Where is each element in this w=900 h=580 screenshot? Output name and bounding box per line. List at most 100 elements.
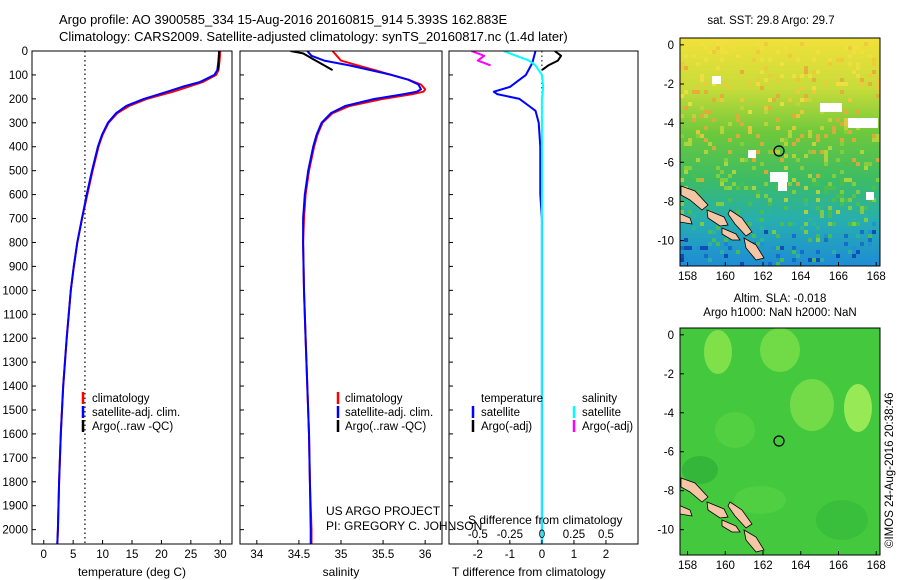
difference-panel: S difference from climatology -0.5 -0.25 0… — [448, 50, 639, 579]
series-line-satellite-adj-clim — [56, 51, 221, 544]
temperature-tick-label: 5 — [70, 549, 76, 561]
s-difference-tick-label: -0.25 — [497, 529, 523, 541]
salinity-axis-label: salinity — [323, 565, 360, 579]
temperature-panel: 0100200300400500600700800900100011001200… — [2, 46, 453, 579]
latitude-tick-label: 0 — [668, 330, 674, 342]
longitude-tick-label: 166 — [829, 560, 848, 572]
latitude-tick-label: -8 — [664, 486, 674, 498]
legend-heading-temperature: temperature — [481, 393, 543, 405]
s-difference-tick-label: -0.5 — [468, 529, 488, 541]
depth-tick-label: 1900 — [2, 501, 28, 513]
longitude-tick-label: 160 — [716, 271, 735, 283]
sla-map-ticks: 158 160 162 164 166 168 0 -2 -4 -6 -8 -10 — [657, 330, 885, 572]
latitude-tick-label: -6 — [664, 157, 674, 169]
project-name: US ARGO PROJECT — [326, 504, 441, 518]
difference-legend-temperature: temperature satellite Argo(-adj) — [471, 393, 543, 433]
temperature-tick-label: 30 — [214, 549, 227, 561]
longitude-tick-label: 168 — [867, 560, 886, 572]
solomon-islands-land — [680, 185, 765, 261]
salinity-axes-frame — [239, 50, 443, 545]
figure-title-line2: Climatology: CARS2009. Satellite-adjuste… — [59, 29, 568, 44]
figure-title-line1: Argo profile: AO 3900585_334 15-Aug-2016… — [59, 12, 507, 27]
legend-label-t-argo: Argo(-adj) — [481, 421, 532, 433]
series-line-temperature-argo-adj — [541, 51, 563, 71]
depth-tick-label: 1500 — [2, 405, 28, 417]
legend-label-climatology: climatology — [92, 393, 150, 405]
series-line-satellite-adj-clim — [302, 51, 422, 544]
temperature-tick-label: 20 — [155, 549, 168, 561]
depth-tick-label: 1100 — [3, 309, 28, 321]
temperature-x-ticks: 0 5 10 15 20 25 30 — [41, 540, 227, 561]
depth-tick-label: 500 — [9, 166, 28, 178]
s-difference-axis-label: S difference from climatology — [468, 513, 623, 527]
t-difference-tick-label: -1 — [505, 549, 515, 561]
latitude-tick-label: -10 — [657, 525, 674, 537]
depth-tick-label: 700 — [9, 214, 28, 226]
s-difference-tick-label: 0.5 — [598, 529, 614, 541]
temperature-axes-frame — [31, 50, 233, 545]
legend-label-argo: Argo(..raw -QC) — [345, 421, 426, 433]
argo-float-marker — [773, 435, 785, 447]
temperature-tick-label: 25 — [184, 549, 197, 561]
temperature-tick-label: 10 — [96, 549, 109, 561]
temperature-tick-label: 15 — [126, 549, 139, 561]
depth-tick-label: 1800 — [2, 477, 28, 489]
legend-label-s-satellite: satellite — [582, 407, 621, 419]
depth-tick-label: 600 — [9, 190, 28, 202]
longitude-tick-label: 164 — [791, 271, 811, 283]
series-line-argo-raw-qc — [290, 51, 334, 71]
s-difference-ticks: -0.5 -0.25 0 0.25 0.5 — [468, 529, 614, 541]
latitude-tick-label: -6 — [664, 447, 674, 459]
depth-tick-label: 1200 — [2, 333, 28, 345]
series-line-salinity-argo-adj — [471, 51, 491, 67]
latitude-tick-label: -2 — [664, 79, 674, 91]
series-line-climatology — [56, 51, 222, 544]
sst-map: sat. SST: 29.8 Argo: 29.7 — [657, 15, 885, 283]
depth-tick-label: 1700 — [2, 453, 28, 465]
difference-curves — [471, 51, 563, 544]
longitude-tick-label: 158 — [678, 271, 697, 283]
latitude-tick-label: -10 — [657, 236, 674, 248]
depth-tick-label: 2000 — [2, 525, 28, 537]
depth-tick-label: 800 — [9, 237, 28, 249]
depth-tick-label: 300 — [9, 118, 28, 130]
sla-map-frame — [679, 327, 881, 556]
sla-map-title-line2: Argo h1000: NaN h2000: NaN — [703, 307, 856, 319]
t-difference-tick-label: 2 — [603, 549, 609, 561]
solomon-islands-land — [680, 477, 765, 553]
t-difference-ticks: -2 -1 0 1 2 — [473, 540, 609, 561]
sst-map-frame — [679, 37, 881, 267]
series-line-temperature-satellite — [492, 51, 543, 544]
longitude-tick-label: 162 — [753, 271, 772, 283]
difference-legend-salinity: salinity satellite Argo(-adj) — [572, 393, 633, 433]
longitude-tick-label: 158 — [678, 560, 697, 572]
salinity-tick-label: 35.5 — [372, 549, 394, 561]
temperature-axis-label: temperature (deg C) — [78, 565, 186, 579]
depth-tick-label: 200 — [9, 94, 28, 106]
legend-heading-salinity: salinity — [582, 393, 617, 405]
latitude-tick-label: 0 — [668, 40, 674, 52]
t-difference-tick-label: 0 — [539, 549, 545, 561]
series-line-argo-raw-qc — [216, 51, 221, 71]
longitude-tick-label: 160 — [716, 560, 735, 572]
s-difference-tick-label: 0.25 — [563, 529, 585, 541]
legend-label-climatology: climatology — [345, 393, 403, 405]
longitude-tick-label: 164 — [791, 560, 811, 572]
salinity-tick-label: 34 — [250, 549, 263, 561]
s-difference-tick-label: 0 — [539, 529, 545, 541]
difference-axes-frame — [448, 50, 639, 545]
temperature-curves — [56, 51, 222, 544]
salinity-tick-label: 36 — [419, 549, 432, 561]
legend-label-satellite: satellite-adj. clim. — [345, 407, 433, 419]
missing-data-patches — [712, 76, 878, 200]
latitude-tick-label: -8 — [664, 196, 674, 208]
t-difference-tick-label: 1 — [571, 549, 577, 561]
imos-timestamp: ©IMOS 24-Aug-2016 20:38:46 — [884, 392, 896, 548]
t-difference-axis-label: T difference from climatology — [452, 565, 606, 579]
depth-tick-label: 0 — [22, 46, 28, 58]
salinity-x-ticks: 34 34.5 35 35.5 36 — [250, 540, 432, 561]
longitude-tick-label: 168 — [867, 271, 886, 283]
sla-map-title-line1: Altim. SLA: -0.018 — [734, 293, 827, 305]
argo-float-marker — [773, 145, 785, 157]
